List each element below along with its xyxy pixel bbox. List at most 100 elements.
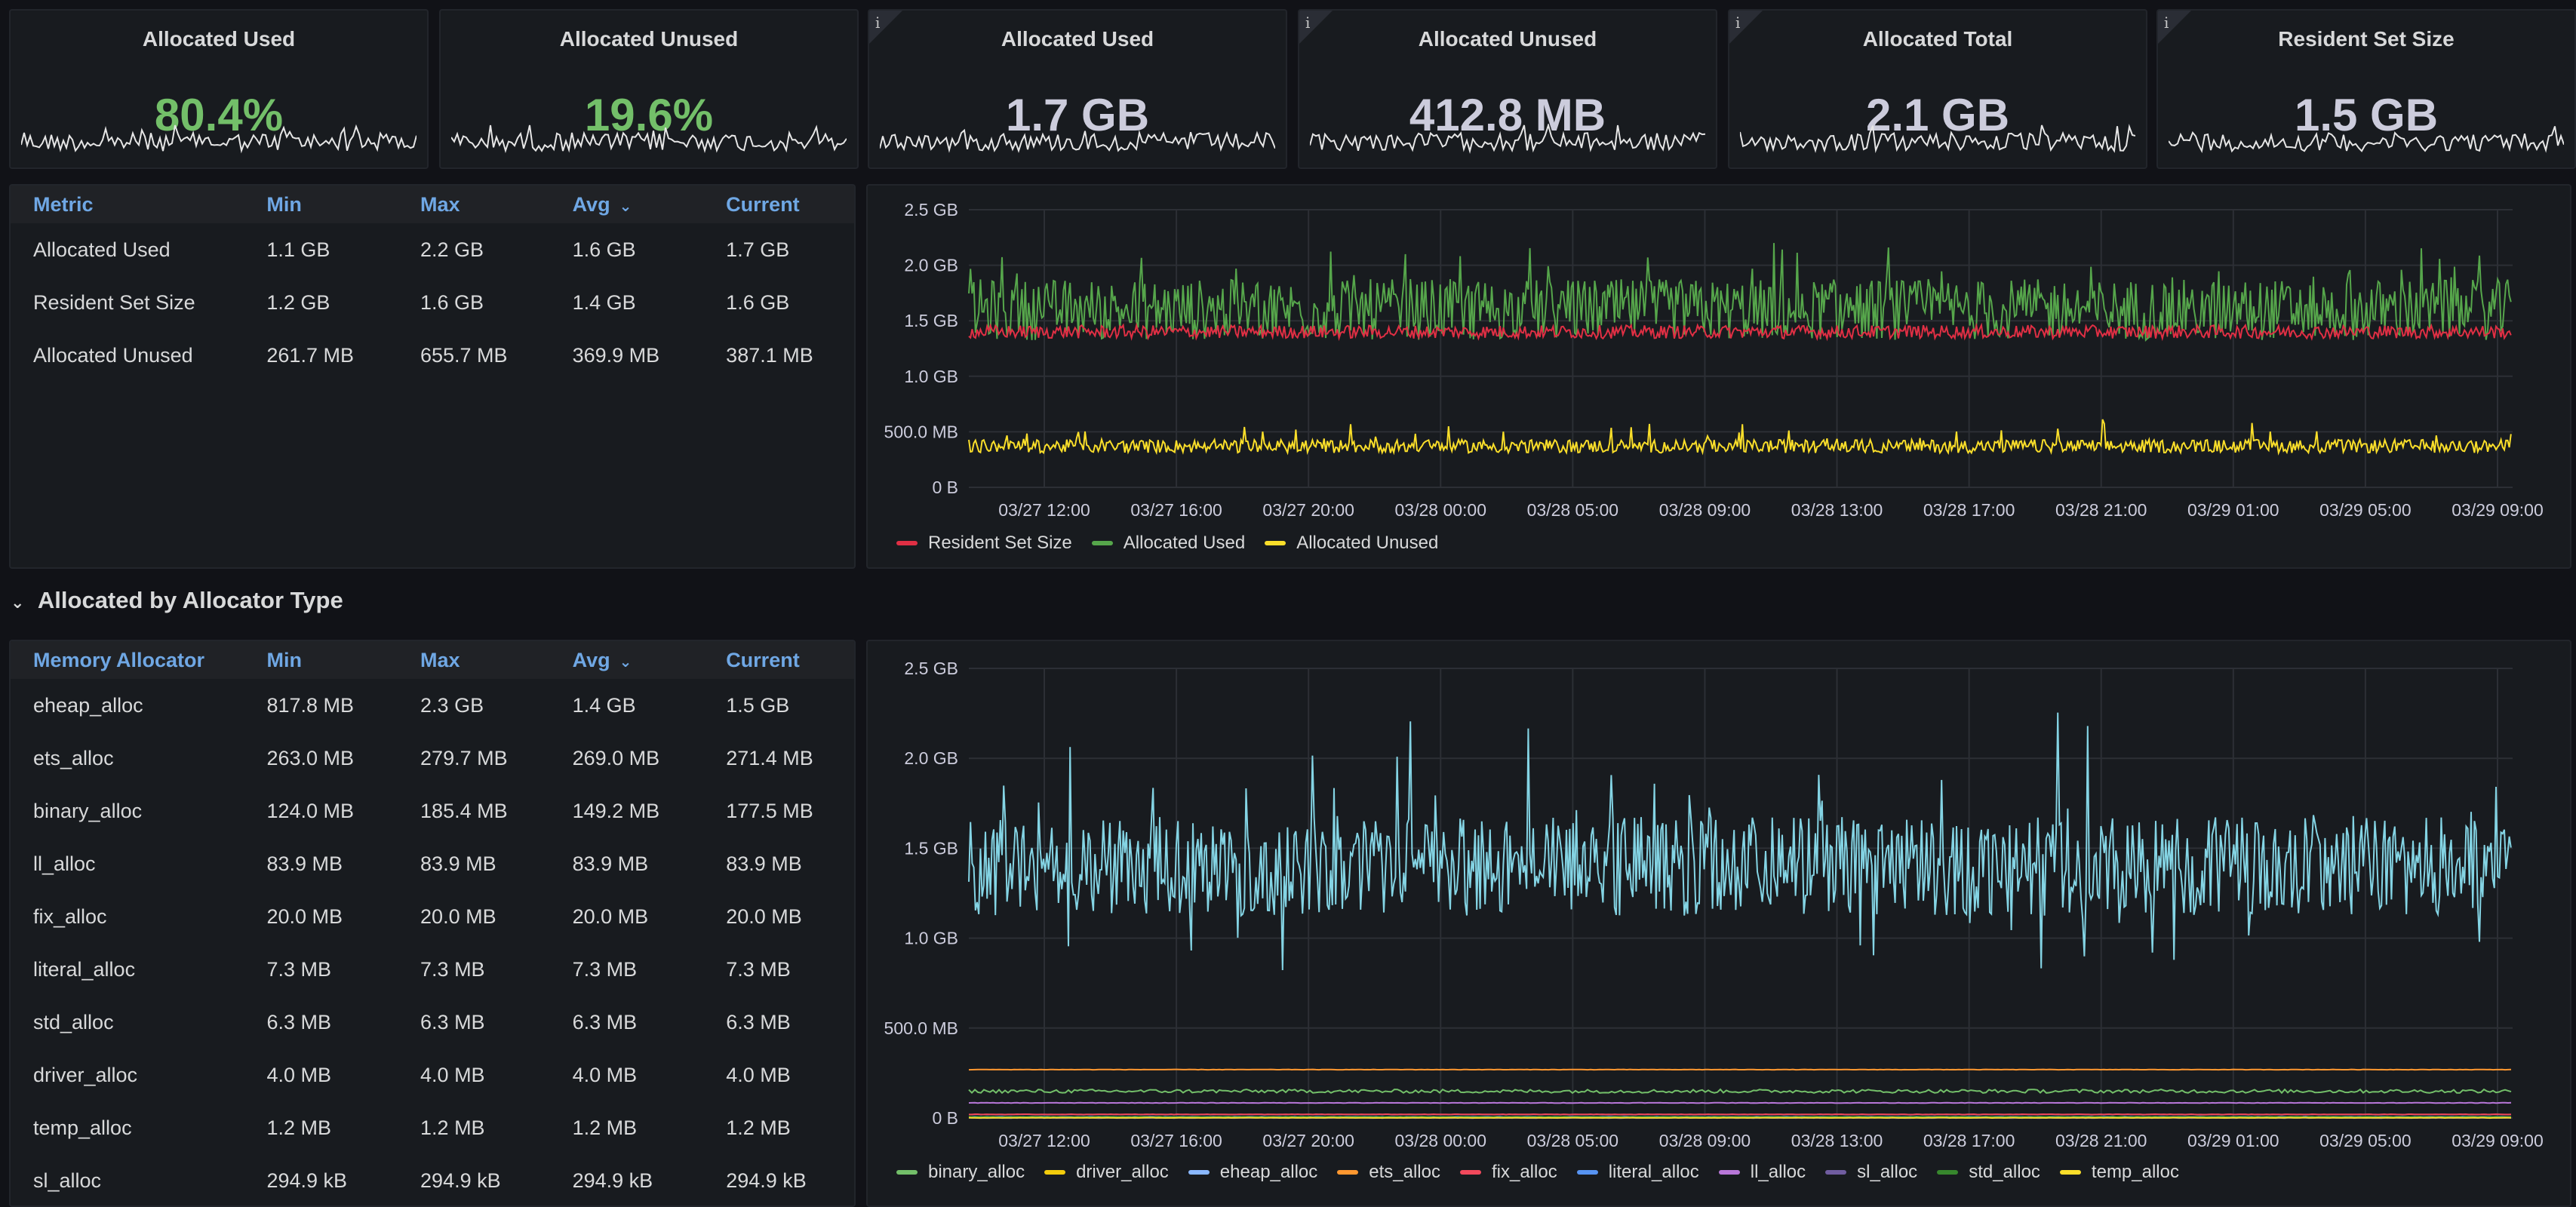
info-icon[interactable]: i: [2164, 14, 2169, 32]
y-tick-label: 1.5 GB: [904, 838, 958, 858]
chevron-down-icon[interactable]: ⌄: [11, 593, 25, 612]
legend-item[interactable]: std_alloc: [1937, 1162, 2040, 1183]
series-allocated-used: [968, 243, 2512, 342]
legend-item[interactable]: binary_alloc: [896, 1162, 1025, 1183]
column-header-memory-allocator[interactable]: Memory Allocator: [11, 641, 267, 679]
table-cell: 261.7 MB: [266, 343, 354, 367]
x-tick-label: 03/28 21:00: [2055, 1131, 2147, 1150]
x-tick-label: 03/28 13:00: [1791, 1131, 1883, 1150]
table-cell: eheap_alloc: [33, 693, 143, 717]
table-cell: 271.4 MB: [726, 746, 813, 769]
stat-value: 1.5 GB: [2294, 90, 2439, 140]
legend-label: Allocated Unused: [1296, 533, 1439, 553]
allocator-chart[interactable]: 0 B 500.0 MB 1.0 GB 1.5 GB 2.0 GB 2.5 GB 03/27…: [868, 641, 2570, 1205]
table-cell: 83.9 MB: [726, 852, 802, 875]
column-header-label: Metric: [33, 192, 94, 216]
x-tick-label: 03/27 16:00: [1130, 500, 1222, 520]
table-cell: 83.9 MB: [572, 852, 649, 875]
legend-swatch: [1825, 1170, 1847, 1175]
table-cell: 83.9 MB: [420, 852, 496, 875]
column-header-min[interactable]: Min: [266, 186, 420, 223]
table-cell: 20.0 MB: [572, 904, 649, 928]
stat-title: Allocated Unused: [559, 27, 739, 51]
sparkline-path: [21, 124, 417, 154]
table-cell: 149.2 MB: [572, 799, 660, 822]
table-cell: 387.1 MB: [726, 343, 813, 367]
x-tick-label: 03/28 17:00: [1923, 500, 2015, 520]
stat-title: Allocated Used: [1001, 27, 1154, 51]
x-tick-label: 03/27 20:00: [1262, 1131, 1354, 1150]
legend-item[interactable]: Allocated Used: [1091, 533, 1246, 554]
legend-item[interactable]: eheap_alloc: [1188, 1162, 1317, 1183]
stat-panel: i Allocated Used 1.7 GB: [868, 9, 1287, 169]
info-icon[interactable]: i: [1735, 14, 1741, 32]
legend-swatch: [1337, 1170, 1359, 1175]
table-cell: literal_alloc: [33, 957, 136, 981]
section-allocated-by-allocator-type[interactable]: ⌄ Allocated by Allocator Type: [11, 587, 343, 614]
table-cell: 1.2 MB: [420, 1116, 485, 1139]
x-tick-label: 03/28 21:00: [2055, 500, 2147, 520]
sparkline-path: [1310, 124, 1705, 155]
stat-value: 19.6%: [584, 90, 714, 140]
legend-item[interactable]: Resident Set Size: [896, 533, 1072, 554]
table-cell: fix_alloc: [33, 904, 107, 928]
legend-swatch: [1718, 1170, 1740, 1175]
column-header-current[interactable]: Current: [726, 641, 854, 679]
info-corner[interactable]: [869, 11, 902, 44]
info-corner[interactable]: [1729, 11, 1763, 44]
table-row: temp_alloc 1.2 MB 1.2 MB 1.2 MB 1.2 MB: [11, 1101, 854, 1154]
table-cell: 1.5 GB: [726, 693, 790, 717]
legend-item[interactable]: temp_alloc: [2059, 1162, 2179, 1183]
sparkline: [451, 124, 847, 153]
memory-usage-chart[interactable]: 0 B 500.0 MB 1.0 GB 1.5 GB 2.0 GB 2.5 GB 03/27…: [868, 186, 2570, 567]
column-header-avg[interactable]: Avg ⌄: [572, 186, 727, 223]
series-temp-alloc: [968, 1116, 2512, 1119]
column-header-metric[interactable]: Metric: [11, 186, 267, 223]
legend-item[interactable]: ets_alloc: [1337, 1162, 1440, 1183]
section-title: Allocated by Allocator Type: [37, 587, 343, 613]
table-cell: sl_alloc: [33, 1169, 102, 1192]
info-icon[interactable]: i: [1305, 14, 1311, 32]
x-tick-label: 03/28 09:00: [1659, 1131, 1751, 1150]
column-header-current[interactable]: Current: [726, 186, 854, 223]
legend-label: Allocated Used: [1123, 533, 1246, 553]
legend-item[interactable]: driver_alloc: [1044, 1162, 1169, 1183]
chevron-down-icon[interactable]: ⌄: [619, 653, 632, 671]
stat-value: 1.7 GB: [1005, 90, 1150, 140]
y-tick-label: 1.0 GB: [904, 929, 958, 948]
memory-chart-panel: 0 B 500.0 MB 1.0 GB 1.5 GB 2.0 GB 2.5 GB 03/27…: [866, 184, 2571, 569]
x-tick-label: 03/28 13:00: [1791, 500, 1883, 520]
column-header-label: Avg: [572, 192, 610, 216]
table-cell: 4.0 MB: [726, 1063, 791, 1086]
legend-swatch: [1265, 541, 1286, 545]
chevron-down-icon[interactable]: ⌄: [619, 198, 632, 215]
x-tick-label: 03/29 05:00: [2319, 1131, 2412, 1150]
legend-swatch: [1044, 1170, 1066, 1175]
legend-item[interactable]: Allocated Unused: [1265, 533, 1438, 554]
table-cell: 294.9 kB: [420, 1169, 501, 1192]
legend-item[interactable]: fix_alloc: [1459, 1162, 1557, 1183]
stat-value: 2.1 GB: [1865, 90, 2010, 140]
column-header-avg[interactable]: Avg ⌄: [572, 641, 727, 679]
x-tick-label: 03/28 05:00: [1527, 500, 1619, 520]
table-cell: 269.0 MB: [572, 746, 660, 769]
column-header-label: Current: [726, 192, 800, 216]
info-icon[interactable]: i: [875, 14, 881, 32]
legend-item[interactable]: literal_alloc: [1576, 1162, 1699, 1183]
table-cell: 1.2 MB: [572, 1116, 638, 1139]
legend-label: eheap_alloc: [1219, 1162, 1318, 1182]
table-cell: binary_alloc: [33, 799, 143, 822]
column-header-max[interactable]: Max: [420, 641, 573, 679]
legend-label: std_alloc: [1969, 1162, 2040, 1182]
table-cell: 655.7 MB: [420, 343, 508, 367]
legend-item[interactable]: sl_alloc: [1825, 1162, 1917, 1183]
info-corner[interactable]: [1299, 11, 1333, 44]
column-header-max[interactable]: Max: [420, 186, 573, 223]
legend-item[interactable]: ll_alloc: [1718, 1162, 1806, 1183]
table-row: literal_alloc 7.3 MB 7.3 MB 7.3 MB 7.3 MB: [11, 943, 854, 996]
table-cell: 4.0 MB: [420, 1063, 485, 1086]
sparkline: [1310, 124, 1705, 155]
info-corner[interactable]: [2158, 11, 2191, 44]
x-tick-label: 03/29 01:00: [2187, 500, 2279, 520]
column-header-min[interactable]: Min: [266, 641, 421, 679]
